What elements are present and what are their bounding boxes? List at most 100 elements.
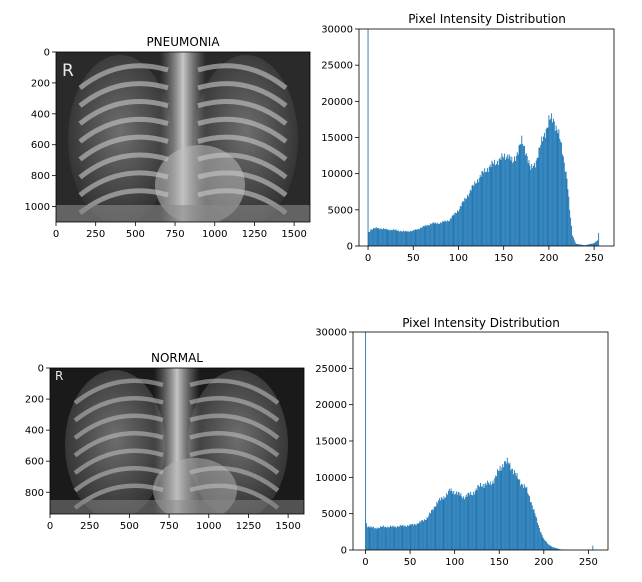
pneumonia-hist-xtick-label: 200 (539, 253, 558, 264)
normal-hist-bar (388, 527, 390, 550)
pneumonia-hist-bar (526, 156, 528, 246)
pneumonia-hist-bar (566, 178, 568, 246)
normal-xtick-label: 500 (120, 521, 139, 532)
normal-hist-bar (414, 523, 415, 550)
pneumonia-hist-bar (553, 121, 555, 246)
normal-hist-bar (498, 470, 500, 550)
pneumonia-hist-bar (440, 223, 442, 246)
normal-hist-bar (522, 488, 524, 550)
pneumonia-hist-ytick-label: 25000 (321, 61, 353, 72)
pneumonia-hist-bar (397, 230, 399, 246)
pneumonia-hist-bar (410, 230, 411, 246)
normal-hist-bar (504, 461, 506, 550)
pneumonia-xtick-label: 1500 (281, 229, 306, 240)
normal-hist-bar (513, 474, 514, 550)
normal-hist-bar (451, 491, 453, 550)
normal-hist-bar (518, 479, 520, 550)
pneumonia-hist-bar (585, 245, 587, 246)
pneumonia-hist-bar (488, 167, 490, 246)
normal-hist-bar (540, 532, 542, 550)
normal-hist-bar (434, 507, 436, 550)
pneumonia-hist-bar (422, 225, 424, 246)
pneumonia-hist-bar (514, 160, 516, 246)
pneumonia-hist-bar (595, 241, 597, 246)
pneumonia-hist-xtick-label: 250 (585, 253, 604, 264)
normal-hist-bar (419, 521, 421, 550)
pneumonia-hist-bar (390, 229, 392, 246)
pneumonia-hist-bar (383, 229, 385, 246)
pneumonia-hist-bar (598, 232, 600, 246)
pneumonia-hist-bar (429, 225, 430, 246)
normal-hist-bar (436, 501, 438, 550)
normal-hist-bar (456, 494, 458, 550)
normal-hist-ytick-label: 20000 (315, 400, 347, 411)
normal-hist-bar (496, 469, 498, 550)
pneumonia-hist-bar (402, 230, 404, 246)
pneumonia-hist-bar (471, 185, 473, 246)
pneumonia-hist-bar (403, 231, 405, 246)
pneumonia-hist-bar (432, 222, 434, 246)
normal-xtick-label: 1000 (196, 521, 221, 532)
pneumonia-hist-bar (454, 212, 456, 246)
pneumonia-hist-bar (451, 216, 453, 246)
normal-hist-xtick-label: 200 (534, 557, 553, 568)
normal-hist-bar (417, 523, 419, 550)
pneumonia-hist-bar (401, 231, 403, 246)
pneumonia-hist-bar (541, 136, 543, 246)
pneumonia-hist-bar (498, 159, 500, 246)
pneumonia-hist-bar (429, 223, 431, 246)
normal-ytick-label: 600 (25, 457, 44, 468)
normal-hist-bar (411, 524, 413, 550)
pneumonia-hist-bar (411, 230, 413, 246)
normal-hist-bar (495, 475, 497, 550)
pneumonia-hist-bar (586, 244, 588, 246)
normal-hist-bar (554, 547, 556, 550)
pneumonia-xray-image: R (56, 52, 310, 222)
normal-hist-bar (431, 510, 432, 550)
pneumonia-hist-xtick-label: 150 (494, 253, 513, 264)
normal-hist-bar (471, 494, 473, 550)
pneumonia-hist-bar (597, 240, 599, 246)
pneumonia-hist-bar (412, 230, 414, 246)
pneumonia-title: PNEUMONIA (146, 35, 220, 49)
pneumonia-hist-bar (391, 230, 393, 246)
pneumonia-hist-bar (543, 132, 545, 246)
pneumonia-hist-bar (524, 145, 525, 246)
normal-hist-bar (534, 513, 536, 550)
pneumonia-hist-bar (571, 235, 573, 246)
pneumonia-hist-bar (515, 155, 517, 246)
normal-hist-bar (462, 498, 464, 550)
pneumonia-hist-bar (583, 245, 585, 246)
pneumonia-hist-bar (399, 231, 401, 246)
normal-hist-bar (386, 528, 388, 550)
pneumonia-hist-bar (507, 158, 509, 246)
normal-hist-bar (556, 548, 558, 550)
pneumonia-hist-bar (516, 152, 518, 246)
normal-hist-bar (475, 488, 477, 550)
normal-hist-bar (538, 525, 539, 550)
normal-hist-bar (544, 540, 546, 550)
normal-hist-bar (550, 545, 552, 550)
normal-hist-bar (426, 517, 428, 550)
normal-hist-bar (425, 519, 427, 550)
normal-hist-bar (467, 492, 469, 550)
pneumonia-hist-bar (571, 225, 572, 246)
normal-xtick-label: 1500 (275, 521, 300, 532)
normal-hist-bar (488, 482, 489, 550)
pneumonia-hist-bar (573, 239, 575, 246)
pneumonia-hist-bar (486, 168, 488, 246)
pneumonia-hist-bar (457, 210, 459, 246)
normal-hist-ytick-label: 30000 (315, 328, 347, 339)
pneumonia-hist-bar (491, 160, 493, 246)
pneumonia-hist-bar (555, 125, 557, 246)
normal-hist-bar (423, 519, 425, 550)
pneumonia-hist-bar (495, 163, 497, 246)
normal-hist-bar (377, 527, 379, 550)
normal-hist-bar (474, 491, 476, 550)
pneumonia-hist-bar (416, 229, 418, 246)
normal-title: NORMAL (151, 351, 203, 365)
normal-hist-bar (524, 486, 526, 550)
normal-hist-bar (511, 468, 513, 550)
pneumonia-hist-bar (539, 147, 541, 246)
